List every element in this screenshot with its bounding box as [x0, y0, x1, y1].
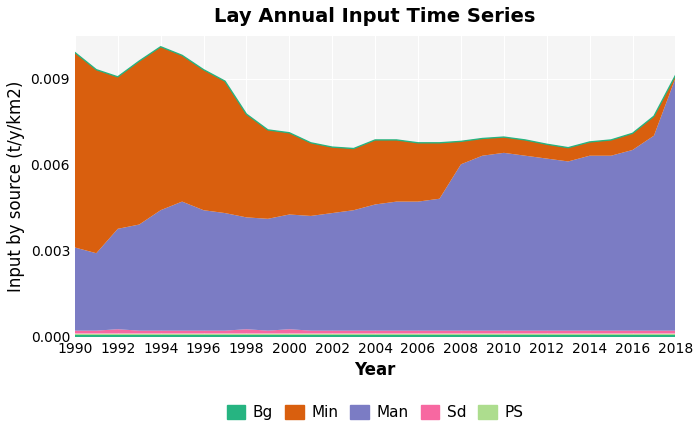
Y-axis label: Input by source (t/y/km2): Input by source (t/y/km2): [7, 81, 25, 292]
Title: Lay Annual Input Time Series: Lay Annual Input Time Series: [214, 7, 536, 26]
X-axis label: Year: Year: [354, 362, 395, 379]
Legend: Bg, Min, Man, Sd, PS: Bg, Min, Man, Sd, PS: [220, 399, 530, 426]
